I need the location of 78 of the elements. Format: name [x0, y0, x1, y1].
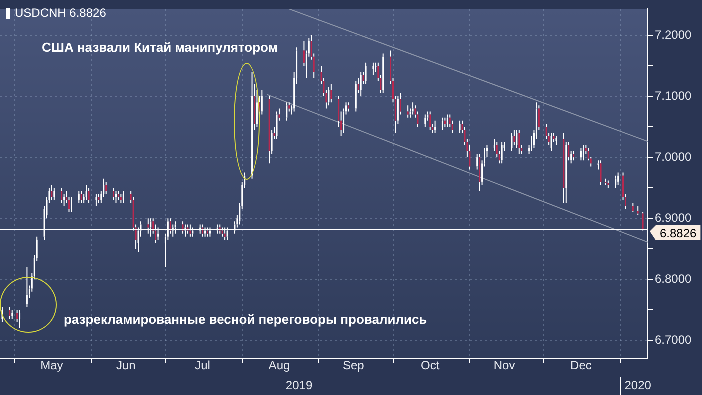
candlestick — [54, 188, 56, 201]
candlestick — [51, 184, 53, 201]
candlestick — [26, 266, 28, 308]
y-tick-label: 7.0000 — [655, 150, 692, 164]
candlestick — [608, 180, 610, 189]
legend-label: USDCNH 6.8826 — [15, 6, 106, 20]
annotation: США назвали Китай манипулятором — [42, 40, 278, 55]
x-tick-label: Jul — [195, 358, 210, 373]
candlestick — [407, 105, 409, 118]
candlestick — [268, 96, 270, 164]
candlestick — [563, 132, 565, 204]
candlestick — [582, 144, 584, 162]
candlestick — [412, 102, 414, 116]
candlestick — [372, 62, 374, 76]
candlestick — [96, 194, 98, 207]
ref-line-label: 6.8826 — [660, 226, 698, 240]
candlestick — [442, 117, 444, 131]
y-tick-label: 6.9000 — [655, 210, 692, 225]
candlestick — [118, 190, 120, 201]
candlestick — [330, 84, 332, 104]
candlestick — [12, 310, 14, 320]
candlestick — [86, 184, 88, 201]
x-tick-label: Oct — [421, 358, 440, 373]
candlestick — [618, 172, 620, 186]
candlestick — [444, 117, 446, 128]
candlestick — [360, 72, 362, 97]
candlestick — [115, 190, 117, 204]
candlestick — [556, 136, 558, 146]
candlestick — [459, 120, 461, 134]
candlestick — [78, 190, 80, 204]
candlestick — [355, 80, 357, 112]
candlestick — [113, 188, 115, 201]
candlestick — [80, 190, 82, 204]
x-tick-label: Jun — [116, 358, 136, 373]
candlestick — [382, 53, 384, 94]
candlestick — [261, 90, 263, 116]
candlestick — [19, 310, 21, 329]
candlestick — [518, 130, 520, 155]
x-tick-label: Dec — [570, 358, 592, 373]
candlestick — [632, 202, 634, 213]
candlestick — [430, 111, 432, 131]
candlestick — [511, 132, 513, 152]
candlestick — [580, 148, 582, 162]
candlestick — [252, 72, 254, 180]
candlestick — [328, 86, 330, 106]
candlestick — [446, 114, 448, 128]
candlestick — [615, 175, 617, 189]
candlestick — [70, 196, 72, 213]
x2-tick-label: 2020 — [624, 378, 652, 393]
candlestick — [550, 132, 552, 152]
x-tick-label: Aug — [268, 358, 290, 373]
x-tick-label: Sep — [343, 358, 365, 373]
y-tick-label: 7.2000 — [655, 28, 692, 42]
candlestick — [276, 111, 278, 140]
candlestick — [98, 194, 100, 204]
candlestick — [9, 306, 11, 320]
y-tick-label: 6.7000 — [655, 333, 692, 347]
x2-tick-label: 2019 — [286, 378, 313, 393]
candlestick — [120, 194, 122, 204]
candlestick — [88, 188, 90, 204]
y-tick-label: 7.1000 — [655, 88, 692, 103]
candlestick — [434, 120, 436, 134]
candlestick — [286, 102, 288, 122]
y-tick-label: 6.8000 — [655, 272, 692, 286]
candlestick — [605, 178, 607, 186]
candlestick — [61, 188, 63, 204]
candlestick — [106, 181, 108, 195]
annotation: разрекламированные весной переговоры провалились — [64, 312, 428, 327]
candlestick — [479, 154, 481, 192]
x-tick-label: May — [40, 358, 64, 373]
candlestick — [501, 142, 503, 164]
candlestick — [122, 190, 124, 204]
candlestick — [573, 150, 575, 162]
x-tick-label: Nov — [494, 358, 516, 373]
candlestick — [424, 114, 426, 128]
candlestick — [365, 62, 367, 85]
candlestick — [600, 160, 602, 186]
candlestick — [348, 102, 350, 112]
